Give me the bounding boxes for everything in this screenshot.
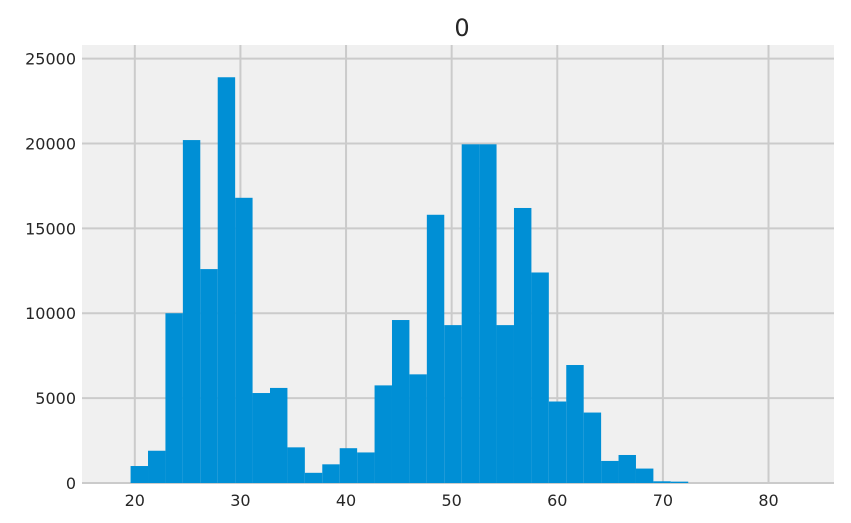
histogram-bar: [566, 365, 584, 483]
y-tick-label: 0: [66, 474, 76, 493]
x-tick-label: 60: [547, 491, 567, 510]
histogram-bar: [531, 272, 549, 483]
x-axis-ticks: 20 30 40 50 60 70 80: [125, 491, 779, 510]
histogram-bar: [548, 401, 567, 483]
histogram-bar: [287, 447, 305, 483]
chart-title: 0: [454, 14, 469, 42]
histogram-bar: [357, 452, 375, 483]
histogram-bar: [252, 393, 270, 483]
histogram-bar: [339, 448, 358, 483]
histogram-bar: [601, 460, 619, 483]
histogram-bar: [670, 481, 689, 483]
x-tick-label: 70: [653, 491, 673, 510]
histogram-bar: [304, 472, 323, 483]
histogram-bar: [618, 454, 636, 483]
y-tick-label: 10000: [25, 304, 76, 323]
histogram-bar: [130, 466, 149, 483]
histogram-bar: [182, 140, 201, 483]
histogram-bar: [496, 325, 514, 483]
histogram-bar: [653, 481, 671, 483]
y-tick-label: 20000: [25, 134, 76, 153]
histogram-bar: [513, 207, 532, 483]
x-tick-label: 80: [758, 491, 778, 510]
y-axis-ticks: 0 5000 10000 15000 20000 25000: [25, 50, 76, 493]
histogram-bar: [374, 385, 392, 483]
histogram-bars: [130, 77, 689, 484]
y-tick-label: 15000: [25, 219, 76, 238]
histogram-bar: [148, 450, 166, 483]
x-tick-label: 30: [230, 491, 250, 510]
histogram-bar: [391, 320, 410, 483]
histogram-bar: [583, 412, 602, 483]
x-tick-label: 20: [125, 491, 145, 510]
x-tick-label: 50: [441, 491, 461, 510]
y-tick-label: 25000: [25, 50, 76, 69]
histogram-bar: [200, 269, 218, 483]
y-tick-label: 5000: [35, 389, 76, 408]
histogram-bar: [409, 374, 427, 483]
histogram-bar: [635, 468, 654, 483]
histogram-bar: [461, 144, 480, 483]
histogram-bar: [322, 464, 340, 483]
histogram-bar: [426, 214, 445, 483]
histogram-bar: [165, 313, 183, 483]
histogram-bar: [444, 325, 462, 483]
x-tick-label: 40: [336, 491, 356, 510]
histogram-bar: [270, 387, 288, 483]
histogram-bar: [217, 77, 236, 484]
histogram-bar: [235, 197, 253, 483]
histogram-bar: [479, 144, 497, 483]
